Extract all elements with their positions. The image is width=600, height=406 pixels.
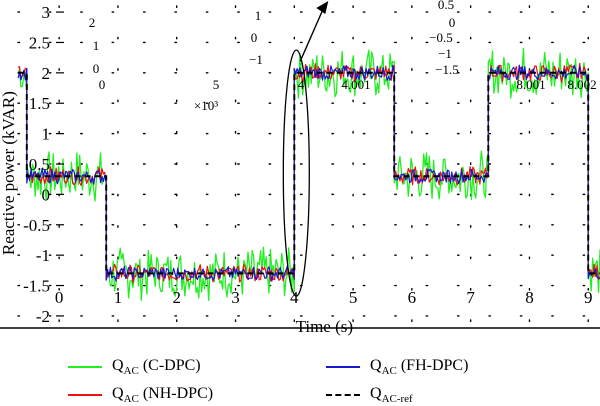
legend-item-fh-dpc: QAC (FH-DPC): [326, 356, 468, 378]
inset-tick-label: 1: [93, 38, 100, 53]
x-tick-label: 7: [466, 288, 475, 307]
x-tick-label: 5: [349, 288, 358, 307]
legend-swatch-c-dpc: [68, 366, 102, 368]
y-tick-label: -0.5: [23, 216, 50, 235]
series-group: [17, 48, 600, 301]
y-tick-label: 1: [42, 125, 51, 144]
legend-item-ref: QAC-ref: [326, 384, 413, 406]
inset-tick-label: 8.002: [567, 77, 596, 92]
inset-tick-label: 5: [213, 77, 220, 92]
inset-tick-label: −1: [438, 46, 452, 61]
series-line-c-dpc: [17, 48, 600, 301]
legend-item-nh-dpc: QAC (NH-DPC): [68, 384, 213, 406]
y-tick-label: -1: [36, 246, 50, 265]
legend-swatch-fh-dpc: [326, 366, 360, 368]
zoom-arrow-head: [316, 1, 329, 14]
x-tick-label: 2: [172, 288, 181, 307]
legend-swatch-nh-dpc: [68, 394, 102, 396]
y-tick-label: 2.5: [29, 33, 50, 52]
y-tick-label: -2: [36, 307, 50, 326]
x-tick-label: 3: [231, 288, 240, 307]
inset-tick-label: −1.5: [435, 62, 459, 77]
y-tick-label: 0: [42, 185, 51, 204]
inset-tick-label: 4: [298, 77, 305, 92]
inset-tick-label: 2: [89, 15, 96, 30]
y-tick-label: -1.5: [23, 277, 50, 296]
y-tick-label: 1.5: [29, 94, 50, 113]
x-tick-label: 0: [55, 288, 64, 307]
legend-item-c-dpc: QAC (C-DPC): [68, 356, 201, 378]
y-axis-label: Reactive power (kVAR): [0, 91, 18, 255]
inset-tick-label: −0.5: [429, 30, 453, 45]
inset-tick-label: 0.5: [438, 0, 454, 12]
axes: 3 2.5 2 1.5 1 0.5 0 -0.5 -1 -1.5 -2 0 1 2 3 4 5 6 7 8 9 Time …: [0, 0, 600, 336]
inset-tick-label: 1: [255, 8, 262, 23]
y-tick-label: 3: [42, 3, 51, 22]
inset-tick-label: 4.001: [341, 77, 370, 92]
x-tick-label: 4: [290, 288, 299, 307]
x-tick-label: 9: [584, 288, 593, 307]
chart-area: 3 2.5 2 1.5 1 0.5 0 -0.5 -1 -1.5 -2 0 1 2 3 4 5 6 7 8 9 Time …: [0, 0, 600, 336]
inset-tick-label: 0: [449, 15, 456, 30]
inset-tick-label: 0: [93, 61, 100, 76]
x-tick-label: 8: [525, 288, 534, 307]
zoom-ellipse: [282, 49, 310, 297]
inset-tick-label: 0: [99, 77, 106, 92]
inset-tick-label: ×10³: [194, 98, 218, 113]
inset-tick-label: −1: [249, 52, 263, 67]
series-line-ref: [18, 71, 600, 275]
annotations: [282, 1, 329, 297]
inset-tick-label: 0: [251, 30, 258, 45]
y-tick-label: 0.5: [29, 155, 50, 174]
legend-swatch-ref: [326, 394, 360, 396]
inset-tick-label: 8.001: [516, 77, 545, 92]
x-axis-label: Time (s): [296, 317, 353, 336]
x-tick-label: 1: [114, 288, 123, 307]
y-tick-label: 2: [42, 64, 51, 83]
zoom-arrow: [299, 3, 326, 62]
legend: QAC (C-DPC) QAC (NH-DPC) QAC (FH-DPC) QA…: [0, 342, 600, 406]
x-tick-label: 6: [408, 288, 417, 307]
